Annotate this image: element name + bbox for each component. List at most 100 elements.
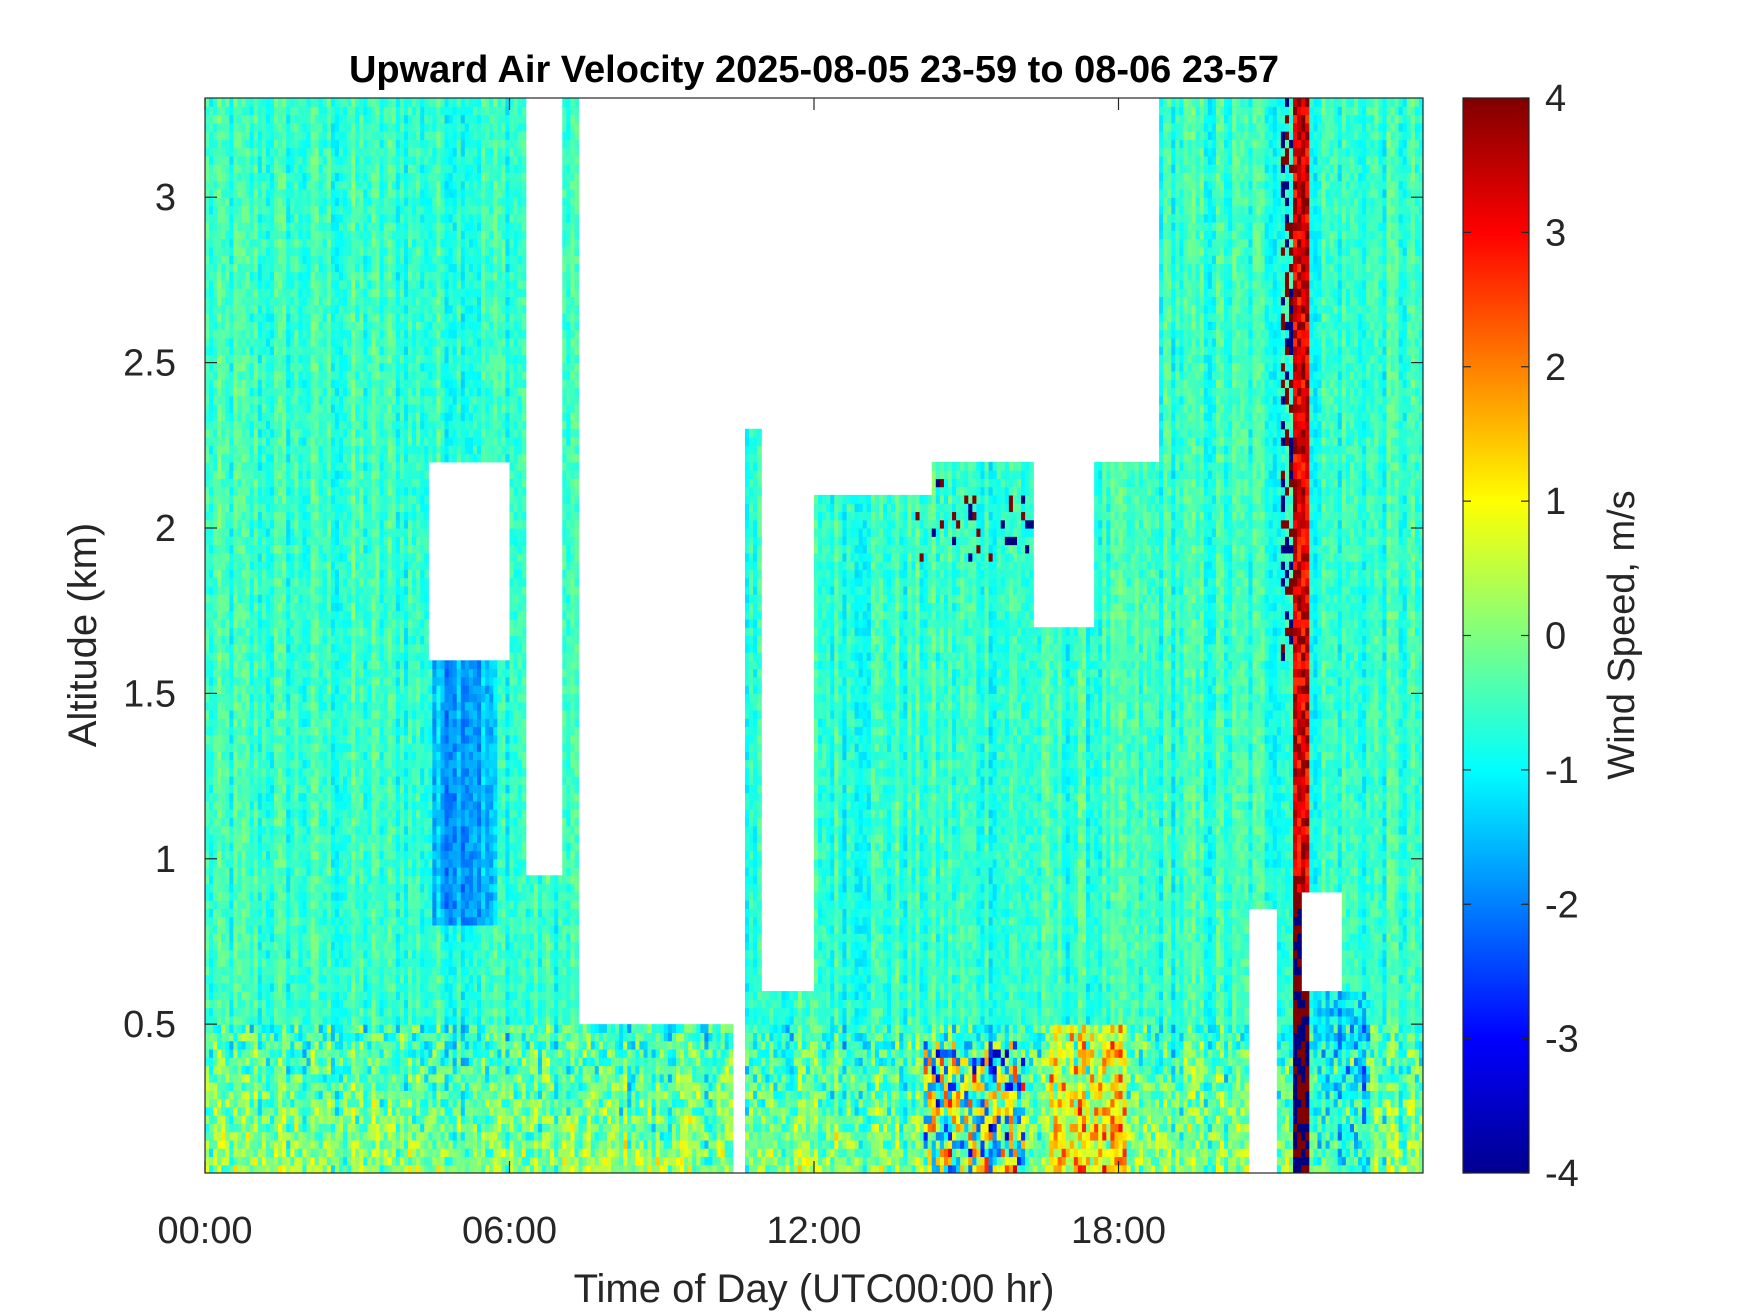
heatmap-cell xyxy=(339,148,344,157)
heatmap-cell xyxy=(339,553,344,562)
heatmap-cell xyxy=(311,826,316,835)
heatmap-cell xyxy=(327,280,332,289)
heatmap-cell xyxy=(315,735,320,744)
heatmap-cell xyxy=(319,363,324,372)
heatmap-cell xyxy=(319,693,324,702)
heatmap-cell xyxy=(302,685,307,694)
heatmap-cell xyxy=(351,644,356,653)
heatmap-cell xyxy=(298,627,303,636)
heatmap-cell xyxy=(319,478,324,487)
heatmap-cell xyxy=(246,726,251,735)
heatmap-cell xyxy=(233,470,238,479)
heatmap-cell xyxy=(209,123,214,132)
heatmap-cell xyxy=(225,1082,230,1091)
heatmap-cell xyxy=(233,627,238,636)
heatmap-cell xyxy=(209,900,214,909)
heatmap-cell xyxy=(307,1066,312,1075)
heatmap-cell xyxy=(250,172,255,181)
heatmap-cell xyxy=(323,106,328,115)
heatmap-cell xyxy=(294,817,299,826)
heatmap-cell xyxy=(343,1090,348,1099)
heatmap-cell xyxy=(278,925,283,934)
heatmap-cell xyxy=(258,627,263,636)
heatmap-cell xyxy=(233,693,238,702)
heatmap-cell xyxy=(229,470,234,479)
heatmap-cell xyxy=(213,1074,218,1083)
heatmap-cell xyxy=(213,255,218,264)
heatmap-cell xyxy=(315,809,320,818)
heatmap-cell xyxy=(233,925,238,934)
heatmap-cell xyxy=(339,1066,344,1075)
heatmap-cell xyxy=(343,263,348,272)
heatmap-cell xyxy=(294,189,299,198)
heatmap-cell xyxy=(294,363,299,372)
heatmap-cell xyxy=(355,975,360,984)
heatmap-cell xyxy=(225,710,230,719)
heatmap-cell xyxy=(209,950,214,959)
heatmap-cell xyxy=(229,197,234,206)
heatmap-cell xyxy=(266,693,271,702)
heatmap-cell xyxy=(274,578,279,587)
heatmap-cell xyxy=(262,950,267,959)
heatmap-cell xyxy=(258,975,263,984)
heatmap-cell xyxy=(205,999,210,1008)
heatmap-cell xyxy=(282,346,287,355)
heatmap-cell xyxy=(258,156,263,165)
heatmap-cell xyxy=(302,1148,307,1157)
heatmap-cell xyxy=(282,1156,287,1165)
heatmap-cell xyxy=(335,536,340,545)
heatmap-cell xyxy=(347,578,352,587)
heatmap-cell xyxy=(213,164,218,173)
heatmap-cell xyxy=(335,255,340,264)
heatmap-cell xyxy=(290,718,295,727)
heatmap-cell xyxy=(221,900,226,909)
heatmap-cell xyxy=(335,437,340,446)
heatmap-cell xyxy=(307,379,312,388)
heatmap-cell xyxy=(319,669,324,678)
heatmap-cell xyxy=(229,693,234,702)
heatmap-cell xyxy=(302,387,307,396)
heatmap-cell xyxy=(213,106,218,115)
heatmap-cell xyxy=(262,1008,267,1017)
heatmap-cell xyxy=(213,793,218,802)
heatmap-cell xyxy=(347,470,352,479)
heatmap-cell xyxy=(242,760,247,769)
heatmap-cell xyxy=(221,495,226,504)
heatmap-cell xyxy=(339,1016,344,1025)
heatmap-cell xyxy=(355,553,360,562)
heatmap-cell xyxy=(347,156,352,165)
heatmap-cell xyxy=(343,330,348,339)
heatmap-cell xyxy=(229,999,234,1008)
heatmap-cell xyxy=(246,313,251,322)
heatmap-cell xyxy=(246,760,251,769)
heatmap-cell xyxy=(355,669,360,678)
heatmap-cell xyxy=(217,991,222,1000)
heatmap-cell xyxy=(213,305,218,314)
heatmap-cell xyxy=(294,1115,299,1124)
heatmap-cell xyxy=(217,115,222,124)
heatmap-cell xyxy=(286,148,291,157)
heatmap-cell xyxy=(307,1140,312,1149)
heatmap-cell xyxy=(286,834,291,843)
heatmap-cell xyxy=(307,148,312,157)
heatmap-cell xyxy=(302,280,307,289)
heatmap-cell xyxy=(266,826,271,835)
heatmap-cell xyxy=(221,1156,226,1165)
heatmap-cell xyxy=(335,958,340,967)
heatmap-cell xyxy=(274,115,279,124)
heatmap-cell xyxy=(286,1041,291,1050)
heatmap-cell xyxy=(262,181,267,190)
heatmap-cell xyxy=(209,685,214,694)
heatmap-cell xyxy=(254,181,259,190)
heatmap-cell xyxy=(209,768,214,777)
heatmap-cell xyxy=(315,1049,320,1058)
heatmap-cell xyxy=(335,867,340,876)
heatmap-cell xyxy=(302,454,307,463)
heatmap-cell xyxy=(262,652,267,661)
heatmap-cell xyxy=(254,454,259,463)
heatmap-cell xyxy=(331,1016,336,1025)
heatmap-cell xyxy=(246,702,251,711)
heatmap-cell xyxy=(351,652,356,661)
heatmap-cell xyxy=(278,412,283,421)
heatmap-cell xyxy=(205,1066,210,1075)
